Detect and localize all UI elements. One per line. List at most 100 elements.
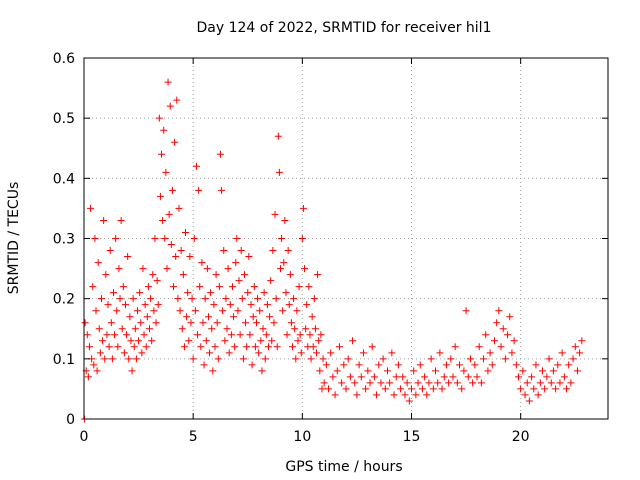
data-point <box>197 343 205 351</box>
data-point <box>139 265 147 273</box>
data-points <box>80 78 586 423</box>
data-point <box>112 235 120 242</box>
data-point <box>120 349 128 357</box>
data-point <box>254 295 262 303</box>
data-point <box>488 361 496 369</box>
data-point <box>440 373 448 381</box>
data-point <box>149 271 157 279</box>
data-point <box>249 313 257 321</box>
data-point <box>335 343 343 351</box>
data-point <box>333 367 341 375</box>
data-point <box>252 319 260 327</box>
data-point <box>464 373 472 381</box>
y-tick-label: 0.3 <box>53 232 75 248</box>
data-point <box>576 349 584 357</box>
data-point <box>258 367 266 375</box>
data-point <box>154 301 162 309</box>
data-point <box>170 283 178 291</box>
data-point <box>534 391 542 399</box>
data-point <box>231 343 239 351</box>
data-point <box>320 379 328 387</box>
data-point <box>121 301 129 309</box>
data-point <box>224 265 232 273</box>
data-point <box>100 216 108 224</box>
data-point <box>517 385 525 393</box>
data-point <box>569 355 577 363</box>
data-point <box>158 150 166 158</box>
data-point <box>156 192 164 200</box>
data-point <box>504 331 512 339</box>
data-point <box>565 361 573 369</box>
data-point <box>271 210 279 218</box>
data-point <box>329 373 337 381</box>
data-point <box>210 301 218 309</box>
data-point <box>294 337 302 345</box>
data-point <box>451 343 459 351</box>
data-point <box>248 361 256 369</box>
data-point <box>103 331 111 339</box>
data-point <box>204 313 212 321</box>
data-point <box>130 343 138 351</box>
data-point <box>311 325 319 333</box>
data-point <box>442 361 450 369</box>
data-point <box>93 367 101 375</box>
data-point <box>221 337 229 345</box>
data-point <box>325 385 333 393</box>
data-point <box>236 331 244 339</box>
data-point <box>230 313 238 321</box>
data-point <box>310 295 318 303</box>
data-point <box>508 349 516 357</box>
data-point <box>176 307 184 315</box>
data-point <box>541 385 549 393</box>
data-point <box>289 343 297 351</box>
data-point <box>530 385 538 393</box>
data-point <box>163 265 171 273</box>
data-point <box>327 349 335 357</box>
y-tick-label: 0.5 <box>53 111 75 127</box>
data-point <box>237 247 245 255</box>
data-point <box>309 343 317 351</box>
data-point <box>111 331 119 339</box>
data-point <box>364 367 372 375</box>
data-point <box>480 355 488 363</box>
data-point <box>495 307 503 315</box>
data-point <box>528 373 536 381</box>
data-point <box>144 283 152 291</box>
data-point <box>190 235 198 242</box>
data-point <box>545 355 553 363</box>
data-point <box>578 337 586 345</box>
data-point <box>268 337 276 345</box>
data-point <box>133 307 141 315</box>
data-point <box>141 301 149 309</box>
data-point <box>278 235 286 242</box>
data-point <box>97 295 105 303</box>
data-point <box>220 247 228 255</box>
data-point <box>106 247 114 255</box>
data-point <box>315 337 323 345</box>
data-point <box>397 385 405 393</box>
data-point <box>135 337 143 345</box>
data-point <box>194 331 202 339</box>
data-point <box>379 355 387 363</box>
data-point <box>184 289 192 297</box>
data-point <box>571 343 579 351</box>
data-point <box>218 186 226 194</box>
chart-title: Day 124 of 2022, SRMTID for receiver hil… <box>197 20 492 36</box>
data-point <box>202 337 210 345</box>
data-point <box>195 186 203 194</box>
data-point <box>118 325 126 333</box>
data-point <box>146 325 153 333</box>
x-tick-label: 5 <box>189 429 198 445</box>
data-point <box>222 295 230 303</box>
data-point <box>401 391 409 399</box>
data-point <box>159 216 167 224</box>
data-point <box>180 343 188 351</box>
data-point <box>101 355 109 363</box>
data-point <box>405 397 413 405</box>
data-point <box>161 235 169 242</box>
data-point <box>138 349 146 357</box>
data-point <box>267 277 275 285</box>
data-point <box>211 343 219 351</box>
data-point <box>140 331 148 339</box>
data-point <box>105 343 113 351</box>
